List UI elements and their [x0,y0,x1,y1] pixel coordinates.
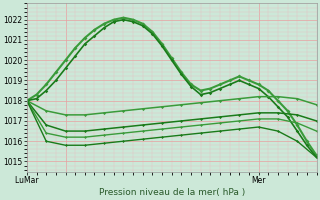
X-axis label: Pression niveau de la mer( hPa ): Pression niveau de la mer( hPa ) [99,188,245,197]
